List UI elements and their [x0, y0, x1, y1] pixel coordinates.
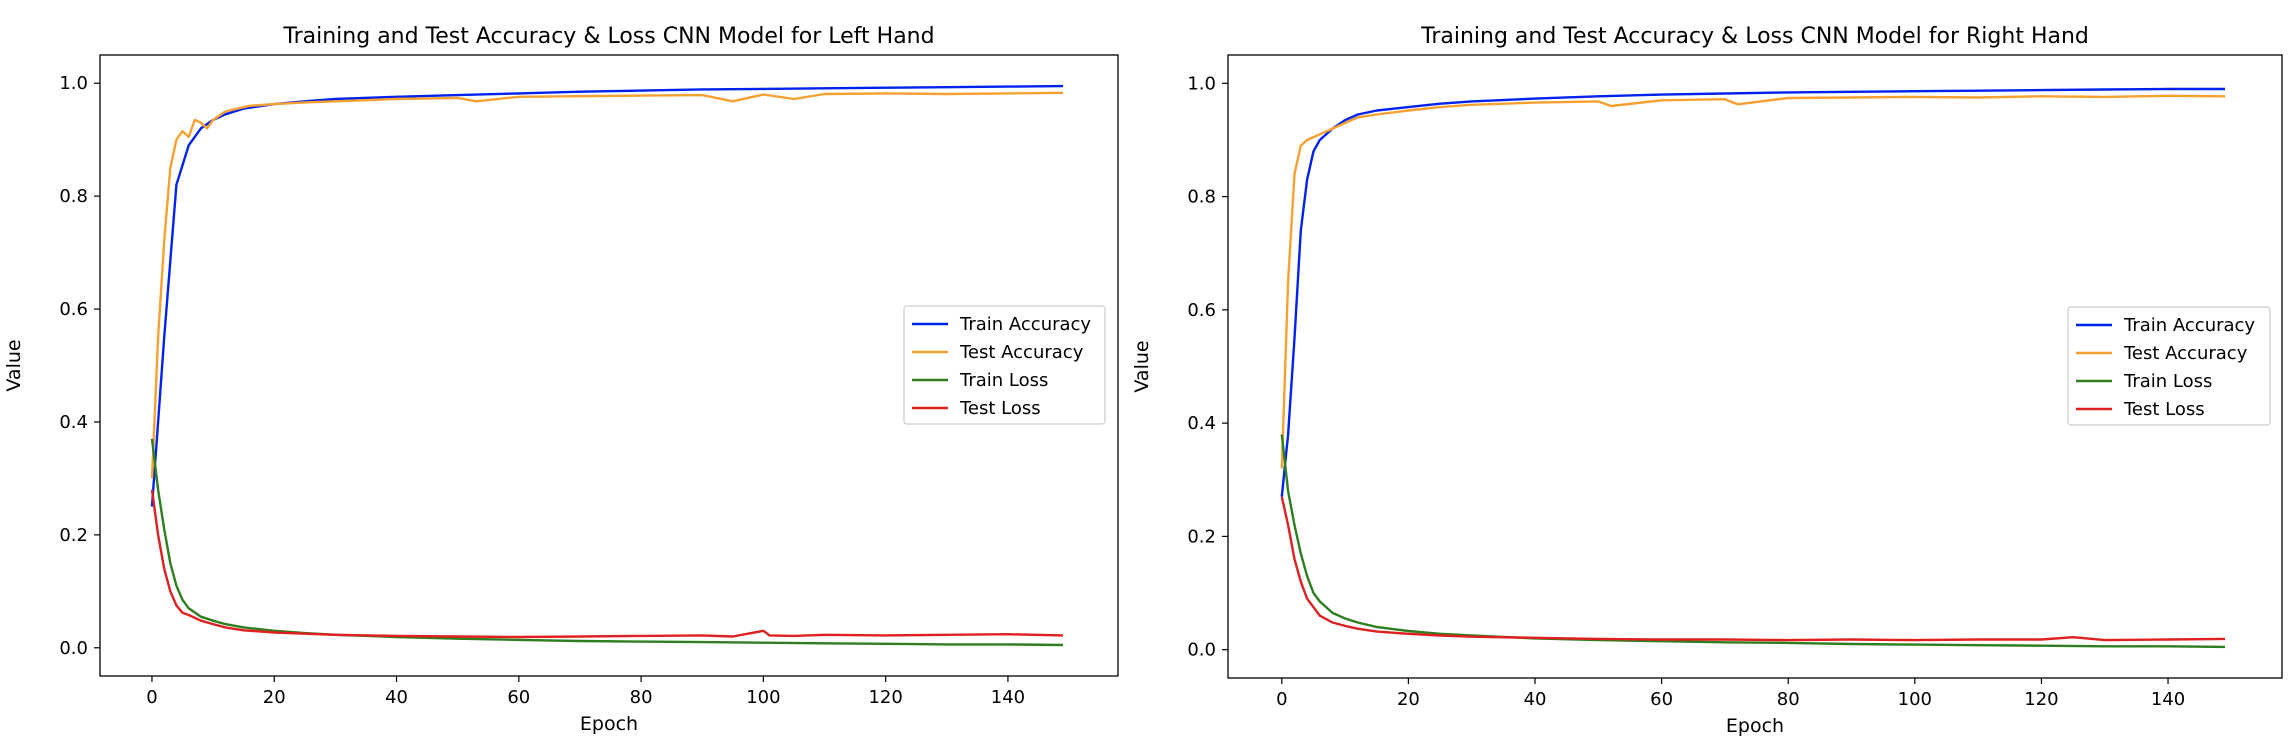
y-tick-label: 0.6 [59, 299, 88, 320]
legend-entry-label: Test Loss [959, 398, 1041, 419]
series-line-test-loss [1280, 496, 2226, 642]
y-tick-label: 0.0 [59, 638, 88, 659]
y-tick-label: 0.4 [59, 412, 88, 433]
legend-frame [903, 305, 1106, 425]
x-tick-label: 80 [1777, 689, 1800, 710]
legend-entry-label: Train Loss [2123, 371, 2212, 392]
y-tick-label: 0.8 [59, 186, 88, 207]
series-line-train-loss [150, 438, 1064, 647]
legend-entry-label: Train Accuracy [959, 314, 1091, 335]
y-tick-label: 1.0 [1187, 73, 1216, 94]
x-tick-label: 60 [1650, 689, 1673, 710]
y-axis-label: Value [3, 339, 25, 391]
y-tick-label: 0.4 [1187, 413, 1216, 434]
chart-title: Training and Test Accuracy & Loss CNN Mo… [1420, 24, 2089, 49]
x-tick-label: 100 [1898, 689, 1932, 710]
x-tick-label: 20 [263, 687, 286, 708]
legend-entry-label: Test Loss [2123, 399, 2205, 420]
legend-frame [2067, 306, 2271, 426]
x-tick-label: 20 [1397, 689, 1420, 710]
series-line-train-loss [1280, 434, 2226, 649]
x-tick-label: 40 [385, 687, 408, 708]
y-tick-label: 1.0 [59, 73, 88, 94]
x-tick-label: 140 [2151, 689, 2185, 710]
legend-entry-label: Test Accuracy [959, 342, 1084, 363]
x-axis-label: Epoch [1726, 715, 1784, 737]
x-tick-label: 60 [507, 687, 530, 708]
y-tick-label: 0.2 [59, 525, 88, 546]
y-tick-label: 0.2 [1187, 526, 1216, 547]
series-line-train-accuracy [150, 84, 1064, 507]
y-tick-label: 0.6 [1187, 300, 1216, 321]
x-tick-label: 40 [1524, 689, 1547, 710]
x-tick-label: 140 [991, 687, 1025, 708]
x-axis-label: Epoch [580, 713, 638, 735]
x-tick-label: 100 [746, 687, 780, 708]
legend: Train Accuracy Test Accuracy Train Loss Tes… [2067, 306, 2271, 426]
legend-entry-label: Train Loss [959, 370, 1048, 391]
series-line-test-loss [150, 489, 1064, 639]
plot-area-frame [1227, 54, 2283, 679]
series-line-train-accuracy [1280, 87, 2225, 497]
x-tick-label: 120 [2024, 689, 2058, 710]
plot-area-frame [99, 54, 1119, 677]
chart-panel-right-hand: Training and Test Accuracy & Loss CNN Mo… [1131, 24, 2283, 737]
chart-title: Training and Test Accuracy & Loss CNN Mo… [282, 24, 934, 49]
y-axis-label: Value [1131, 340, 1153, 392]
series-line-test-accuracy [1280, 94, 2226, 469]
chart-panel-left-hand: Training and Test Accuracy & Loss CNN Mo… [3, 24, 1119, 735]
legend: Train Accuracy Test Accuracy Train Loss Tes… [903, 305, 1106, 425]
x-tick-label: 0 [1276, 689, 1287, 710]
x-tick-label: 0 [146, 687, 157, 708]
series-line-test-accuracy [150, 91, 1064, 479]
legend-entry-label: Train Accuracy [2123, 315, 2255, 336]
legend-entry-label: Test Accuracy [2123, 343, 2248, 364]
y-tick-label: 0.0 [1187, 640, 1216, 661]
y-tick-label: 0.8 [1187, 187, 1216, 208]
x-tick-label: 120 [868, 687, 902, 708]
x-tick-label: 80 [630, 687, 653, 708]
